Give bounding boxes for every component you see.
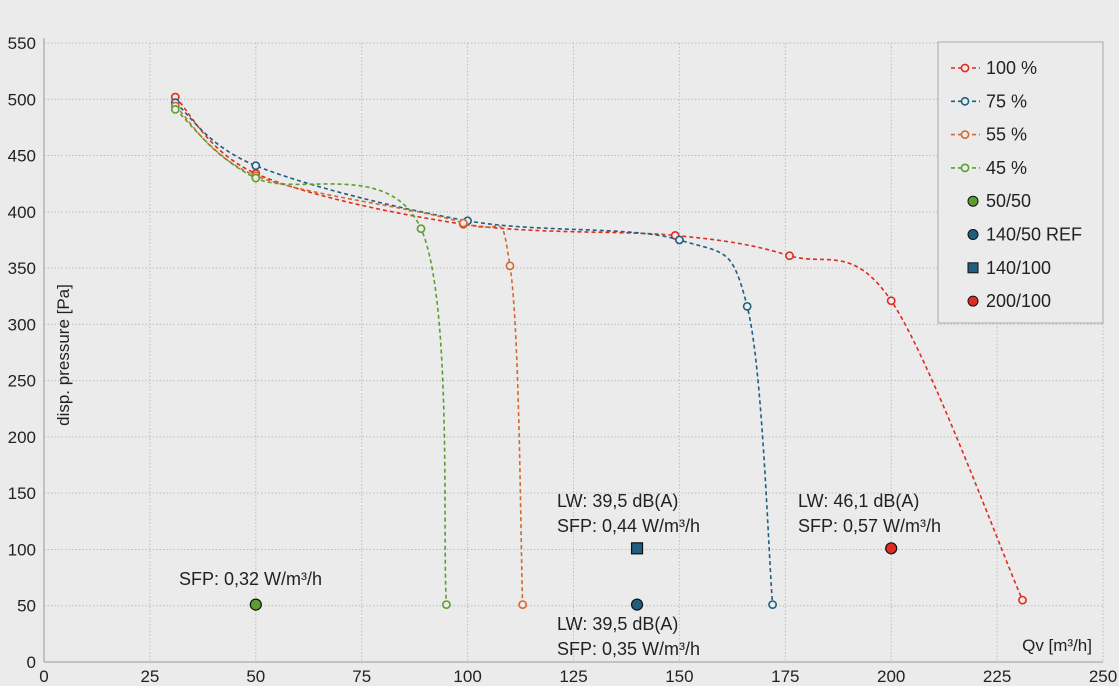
legend-symbol (960, 163, 970, 173)
annotation-text: SFP: 0,57 W/m³/h (798, 516, 941, 536)
data-point (518, 600, 528, 610)
x-tick-label: 25 (140, 667, 159, 686)
legend-box (937, 41, 1104, 324)
legend-symbol (967, 295, 979, 307)
legend-symbol (967, 262, 979, 274)
y-axis-label: disp. pressure [Pa] (54, 284, 73, 426)
legend-symbol (960, 63, 970, 73)
legend-label: 45 % (986, 158, 1027, 178)
legend: 100 % 75 % 55 % 45 % 50/50 140/50 REF 140/100 2… (937, 41, 1104, 324)
y-tick-label: 50 (17, 597, 36, 616)
legend-symbol (960, 130, 970, 139)
y-tick-label: 350 (8, 259, 36, 278)
marker-point (885, 542, 898, 555)
series-line (174, 105, 524, 605)
y-tick-label: 150 (8, 484, 36, 503)
y-tick-label: 550 (8, 34, 36, 53)
x-tick-label: 225 (983, 667, 1011, 686)
annotation-text: LW: 39,5 dB(A) (557, 614, 678, 634)
x-tick-label: 125 (559, 667, 587, 686)
y-tick-label: 500 (8, 90, 36, 109)
series-line (174, 102, 774, 605)
y-tick-label: 250 (8, 372, 36, 391)
x-tick-label: 100 (453, 667, 481, 686)
annotation-text: LW: 39,5 dB(A) (557, 491, 678, 511)
legend-symbol (967, 229, 979, 240)
data-point (742, 301, 752, 311)
legend-label: 55 % (986, 125, 1027, 145)
marker-point (630, 542, 644, 555)
annotations: SFP: 0,32 W/m³/h LW: 39,5 dB(A) SFP: 0,35 … (179, 491, 941, 659)
data-point (886, 296, 896, 306)
x-axis-label: Qv [m³/h] (1022, 636, 1092, 655)
annotation-text: SFP: 0,32 W/m³/h (179, 569, 322, 589)
y-tick-label: 200 (8, 428, 36, 447)
data-point (251, 161, 261, 171)
legend-label: 75 % (986, 91, 1027, 111)
data-point (170, 105, 180, 114)
x-tick-label: 200 (877, 667, 905, 686)
data-point (505, 261, 515, 271)
x-tick-label: 150 (665, 667, 693, 686)
x-tick-label: 50 (246, 667, 265, 686)
x-tick-label: 75 (352, 667, 371, 686)
y-tick-label: 0 (27, 653, 36, 672)
data-point (458, 218, 468, 228)
data-point (1018, 595, 1027, 605)
legend-label: 50/50 (986, 191, 1031, 211)
y-tick-label: 400 (8, 203, 36, 222)
legend-label: 140/100 (986, 258, 1051, 278)
data-point (442, 600, 451, 610)
data-point (675, 235, 684, 245)
annotation-text: SFP: 0,35 W/m³/h (557, 639, 700, 659)
curves (170, 92, 1027, 610)
y-tick-label: 100 (8, 540, 36, 559)
grid: 0 25 50 75 100 125 150 175 200 225 250 0 50 100 150 200… (8, 34, 1118, 686)
legend-label: 200/100 (986, 291, 1051, 311)
legend-symbol (960, 96, 970, 106)
annotation-text: SFP: 0,44 W/m³/h (557, 516, 700, 536)
x-tick-label: 175 (771, 667, 799, 686)
marker-point (630, 598, 644, 611)
legend-label: 140/50 REF (986, 225, 1082, 245)
markers (249, 542, 898, 611)
legend-symbol (967, 195, 979, 207)
x-tick-label: 0 (39, 667, 48, 686)
annotation-text: LW: 46,1 dB(A) (798, 491, 919, 511)
data-point (768, 600, 777, 610)
y-tick-label: 300 (8, 315, 36, 334)
series-line (174, 108, 448, 605)
legend-label: 100 % (986, 58, 1037, 78)
series-line (174, 96, 1024, 601)
data-point (251, 173, 261, 183)
marker-point (249, 598, 262, 611)
y-tick-label: 450 (8, 147, 36, 166)
data-point (416, 224, 426, 234)
data-point (785, 251, 794, 261)
x-tick-label: 250 (1089, 667, 1117, 686)
